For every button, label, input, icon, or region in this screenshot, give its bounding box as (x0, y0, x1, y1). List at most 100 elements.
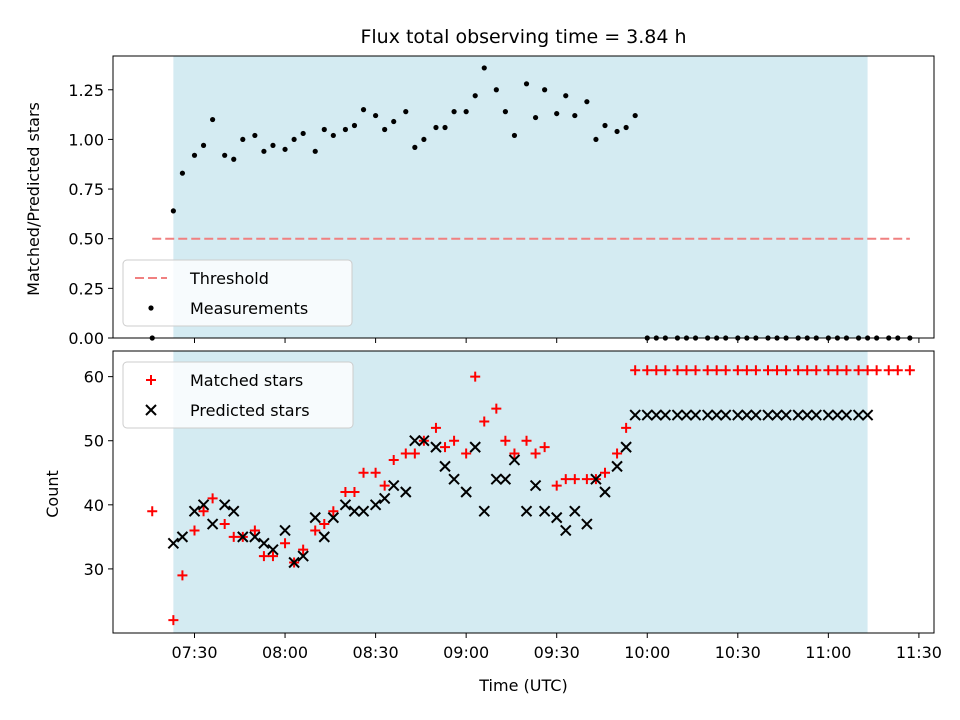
matched-star-point (883, 365, 894, 376)
predicted-star-point (771, 409, 783, 421)
count-y-ticks: 30 40 50 60 (84, 368, 113, 579)
predicted-star-point (469, 441, 481, 453)
predicted-star-point (520, 505, 533, 517)
x-tick-label: 07:30 (171, 643, 217, 662)
matched-star-point (267, 551, 278, 562)
predicted-star-point (188, 505, 201, 517)
matched-star-point (461, 448, 472, 459)
matched-star-point (449, 435, 460, 446)
legend-predicted-swatch (145, 404, 157, 416)
predicted-star-point (206, 518, 219, 530)
matched-star-point (841, 365, 852, 376)
measurement-point (222, 152, 228, 158)
predicted-star-point (762, 409, 774, 421)
matched-star-point (409, 448, 420, 459)
matched-star-point (853, 365, 864, 376)
measurement-point (502, 109, 508, 115)
matched-star-point (219, 519, 230, 530)
predicted-star-point (659, 409, 672, 421)
matched-star-point (672, 365, 683, 376)
matched-star-point (500, 435, 511, 446)
matched-star-point (660, 365, 671, 376)
measurement-point (593, 136, 599, 143)
ratio-y-ticks: 0.00 0.25 0.50 0.75 1.00 1.25 (68, 81, 113, 348)
predicted-star-point (810, 409, 822, 421)
predicted-star-point (348, 505, 361, 517)
predicted-star-point (840, 409, 853, 421)
predicted-star-point (750, 409, 762, 421)
predicted-star-point (327, 511, 340, 524)
matched-star-point (147, 506, 158, 517)
measurement-point (300, 130, 306, 137)
legend-box (122, 361, 354, 429)
predicted-star-point (409, 435, 421, 447)
measurement-point (451, 109, 457, 115)
predicted-star-point (288, 556, 300, 569)
matched-star-point (651, 365, 662, 376)
x-tick-label: 08:00 (262, 643, 308, 662)
predicted-star-point (599, 486, 611, 498)
predicted-star-point (538, 505, 551, 517)
count-x-ticks: 07:30 08:00 08:30 09:00 09:30 10:00 10:30 11:00… (171, 633, 942, 662)
predicted-star-point (590, 473, 602, 485)
matched-star-point (430, 422, 441, 433)
matched-star-point (189, 525, 200, 536)
matched-star-point (328, 506, 339, 517)
matched-star-point (388, 454, 399, 465)
measurement-point (360, 107, 367, 113)
x-tick-label: 08:30 (353, 643, 399, 662)
predicted-star-point (228, 505, 240, 517)
matched-star-point (298, 544, 309, 555)
x-axis-label: Time (UTC) (478, 676, 567, 695)
matched-star-point (732, 365, 743, 376)
predicted-star-point (369, 499, 382, 511)
count-panel-frame (112, 350, 935, 634)
matched-star-point (539, 442, 550, 453)
measurement-point (191, 152, 198, 158)
matched-star-point (470, 371, 481, 382)
predicted-star-point (641, 409, 653, 421)
measurement-point (282, 146, 288, 152)
matched-star-point (904, 365, 915, 376)
x-tick-label: 11:00 (805, 643, 851, 662)
matched-star-point (862, 365, 873, 376)
predicted-star-point (448, 473, 460, 485)
x-tick-label: 11:30 (896, 643, 942, 662)
predicted-star-point (671, 409, 684, 421)
measurement-point (572, 112, 578, 119)
matched-star-point (491, 403, 502, 414)
matched-star-point (440, 442, 451, 453)
measurement-point (554, 110, 560, 117)
predicted-star-point (218, 499, 231, 511)
predicted-star-point (357, 505, 370, 517)
count-panel: 30 40 50 60 07:30 08:00 08:30 09:00 09:30 10:00 1… (43, 350, 942, 695)
matched-star-point (832, 365, 843, 376)
measurement-point (563, 93, 569, 99)
matched-star-point (379, 480, 390, 491)
matched-star-point (612, 448, 623, 459)
measurement-point (240, 136, 246, 143)
predicted-star-point (620, 441, 632, 453)
matched-star-point (198, 506, 209, 517)
matched-star-point (823, 365, 834, 376)
predicted-star-point (400, 486, 412, 498)
measurement-point (382, 126, 388, 133)
legend-label: Threshold (189, 269, 269, 288)
matched-star-point (642, 365, 653, 376)
predicted-star-point (490, 473, 503, 485)
legend-label: Predicted stars (190, 401, 310, 420)
measurement-point (463, 109, 469, 115)
predicted-star-point (741, 409, 753, 421)
legend-measurement-swatch (148, 305, 154, 311)
measurement-point (372, 112, 379, 119)
measurement-point (472, 93, 478, 99)
predicted-star-point (318, 531, 330, 543)
x-tick-label: 10:00 (624, 643, 670, 662)
matched-star-point (802, 365, 813, 376)
measurement-point (261, 148, 267, 154)
measurement-point (312, 148, 318, 154)
predicted-star-point (430, 441, 442, 453)
measurement-point (481, 65, 487, 71)
matched-star-point (690, 365, 701, 376)
measurement-point (321, 126, 327, 133)
